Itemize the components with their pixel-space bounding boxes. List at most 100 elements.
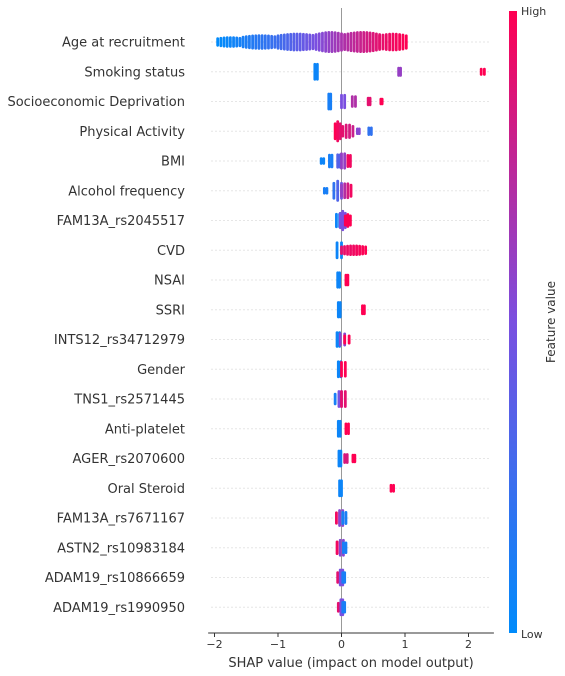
shap-point <box>336 153 340 169</box>
shap-point <box>388 32 392 52</box>
x-tick-label: −1 <box>270 638 286 651</box>
x-tick-label: 1 <box>402 638 409 651</box>
shap-point <box>235 36 239 48</box>
x-axis-title: SHAP value (impact on model output) <box>228 656 473 671</box>
shap-point <box>292 32 296 52</box>
shap-point <box>319 157 323 165</box>
shap-point <box>335 331 339 348</box>
shap-point <box>338 271 341 289</box>
shap-point <box>311 33 315 51</box>
shap-point <box>365 31 369 53</box>
shap-point <box>340 390 343 408</box>
shap-point <box>355 244 358 256</box>
shap-point <box>355 31 359 53</box>
feature-labels: Age at recruitment Smoking status Socioeco… <box>7 36 185 616</box>
shap-point <box>313 62 317 81</box>
shap-point <box>354 95 357 108</box>
shap-point <box>350 95 354 108</box>
shap-point <box>353 453 357 464</box>
shap-point <box>349 244 352 256</box>
colorbar-high-label: High <box>521 5 546 18</box>
shap-point <box>228 36 232 48</box>
shap-point <box>391 32 395 52</box>
shap-point <box>348 123 351 139</box>
feature-label: ADAM19_rs10866659 <box>45 571 185 586</box>
colorbar-gradient <box>509 11 517 633</box>
shap-point <box>343 214 347 227</box>
shap-point <box>335 511 338 525</box>
shap-point <box>328 153 331 169</box>
shap-point <box>352 244 355 257</box>
shap-point <box>335 212 338 229</box>
shap-point <box>225 36 229 48</box>
shap-point <box>344 511 348 525</box>
feature-label: Gender <box>137 363 186 378</box>
shap-point <box>241 35 245 49</box>
shap-point <box>389 483 393 493</box>
feature-label: ADAM19_rs1990950 <box>53 601 185 616</box>
shap-point <box>368 31 372 53</box>
shap-point <box>338 122 342 141</box>
shap-point <box>333 31 337 53</box>
x-axis: −2 −1 0 1 2 SHAP value (impact on model outp… <box>206 632 494 671</box>
feature-label: AGER_rs2070600 <box>73 452 186 467</box>
shap-point <box>343 453 347 464</box>
shap-point <box>384 33 388 51</box>
shap-point <box>380 97 384 106</box>
shap-point <box>324 31 328 53</box>
feature-label: TNS1_rs2571445 <box>73 393 185 408</box>
shap-point <box>346 154 350 168</box>
shap-point <box>338 509 341 527</box>
shap-point <box>317 32 321 52</box>
feature-label: Anti-platelet <box>105 422 185 437</box>
shap-point <box>336 120 340 143</box>
shap-point <box>339 449 343 468</box>
shap-point <box>302 32 305 52</box>
shap-point <box>267 34 270 50</box>
shap-point <box>369 126 373 136</box>
shap-point <box>341 209 345 232</box>
shap-point <box>329 92 333 111</box>
feature-label: BMI <box>161 155 185 170</box>
shap-point <box>282 33 286 51</box>
shap-point <box>346 182 350 200</box>
shap-point <box>263 34 267 50</box>
shap-point <box>343 600 347 614</box>
shap-point <box>338 538 342 557</box>
shap-point <box>399 66 402 77</box>
shap-point <box>375 32 378 52</box>
shap-point <box>362 31 366 53</box>
shap-point <box>276 34 280 50</box>
shap-point <box>343 360 347 378</box>
shap-point <box>378 34 381 50</box>
shap-point <box>336 571 340 584</box>
shap-point <box>346 273 350 287</box>
feature-label: Physical Activity <box>79 125 185 140</box>
feature-label: ASTN2_rs10983184 <box>57 541 185 556</box>
shap-point <box>344 541 348 555</box>
shap-point <box>335 241 339 260</box>
feature-label: INTS12_rs34712979 <box>54 333 185 348</box>
shap-point <box>338 301 342 319</box>
shap-point <box>364 245 368 255</box>
feature-label: Socioeconomic Deprivation <box>7 95 185 110</box>
shap-point <box>286 33 289 51</box>
shap-point <box>352 31 356 53</box>
shap-point <box>238 36 242 48</box>
shap-point <box>401 33 405 51</box>
feature-label: SSRI <box>156 303 185 318</box>
shap-point <box>357 127 361 135</box>
shap-point <box>347 334 351 345</box>
shap-point <box>340 245 343 255</box>
shap-point <box>341 511 345 525</box>
shap-point <box>322 157 326 165</box>
shap-point <box>404 34 408 50</box>
shap-point <box>371 31 375 53</box>
shap-point <box>248 34 251 50</box>
shap-point <box>257 34 261 50</box>
shap-point <box>338 419 342 438</box>
shap-point <box>315 62 319 81</box>
shap-point <box>330 31 334 53</box>
shap-point <box>314 33 318 51</box>
